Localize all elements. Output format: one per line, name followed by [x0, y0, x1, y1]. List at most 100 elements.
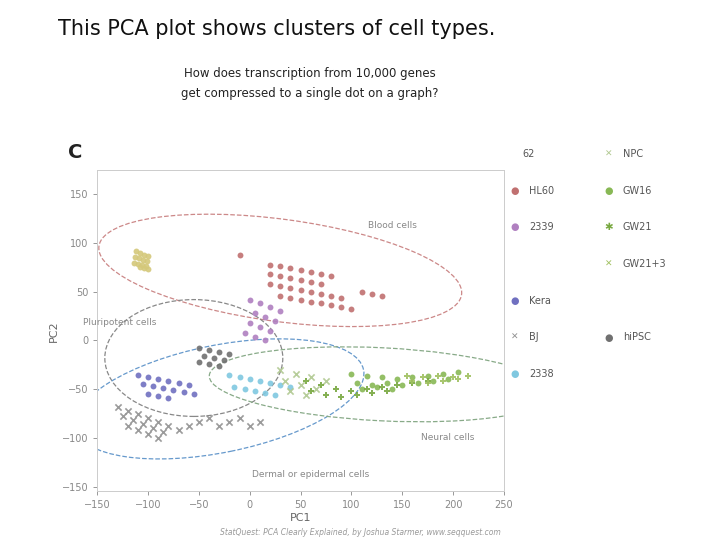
- Point: [214, 361, 225, 370]
- Text: GW21+3: GW21+3: [623, 259, 667, 269]
- Point: [284, 264, 296, 273]
- Point: [229, 383, 240, 391]
- Point: [284, 293, 296, 302]
- Point: [310, 385, 322, 394]
- Text: ✱: ✱: [604, 222, 613, 232]
- Point: [259, 313, 271, 321]
- Point: [244, 295, 256, 304]
- Text: This PCA plot shows clusters of cell types.: This PCA plot shows clusters of cell typ…: [58, 19, 495, 39]
- Point: [193, 344, 204, 353]
- Point: [143, 390, 154, 399]
- Point: [183, 381, 194, 389]
- Point: [239, 385, 251, 394]
- Point: [249, 387, 261, 395]
- Point: [143, 265, 154, 274]
- Text: GW21: GW21: [623, 222, 652, 232]
- Point: [397, 381, 408, 389]
- Point: [346, 369, 357, 378]
- Point: [112, 402, 123, 411]
- Point: [305, 278, 317, 286]
- Point: [203, 414, 215, 423]
- Point: [295, 266, 307, 275]
- Point: [284, 387, 296, 395]
- Point: [188, 390, 199, 399]
- Point: [392, 381, 403, 389]
- Point: [366, 289, 377, 298]
- Text: ✕: ✕: [605, 150, 612, 158]
- Point: [284, 284, 296, 292]
- Point: [203, 346, 215, 355]
- Point: [198, 352, 210, 360]
- Point: [264, 280, 276, 288]
- Point: [193, 418, 204, 427]
- Point: [361, 385, 372, 394]
- Text: How does transcription from 10,000 genes
get compressed to a single dot on a gra: How does transcription from 10,000 genes…: [181, 68, 438, 99]
- Point: [264, 270, 276, 279]
- Point: [208, 354, 220, 362]
- Point: [325, 272, 337, 281]
- Point: [382, 379, 393, 388]
- Text: hiPSC: hiPSC: [623, 333, 651, 342]
- Text: ●: ●: [604, 333, 613, 342]
- Point: [305, 268, 317, 276]
- Text: Neural cells: Neural cells: [421, 433, 474, 442]
- Text: ●: ●: [510, 296, 519, 306]
- Point: [320, 377, 332, 386]
- Point: [148, 382, 159, 390]
- Point: [320, 391, 332, 400]
- Y-axis label: PC2: PC2: [49, 320, 59, 342]
- Point: [402, 371, 413, 380]
- Point: [371, 383, 382, 391]
- Point: [244, 319, 256, 327]
- Point: [153, 418, 164, 427]
- Point: [447, 373, 459, 382]
- Point: [274, 282, 286, 291]
- Point: [138, 420, 149, 429]
- Point: [376, 383, 387, 391]
- Point: [422, 371, 433, 380]
- Point: [122, 406, 133, 415]
- Text: StatQuest: PCA Clearly Explained, by Joshua Starmer, www.seqquest.com: StatQuest: PCA Clearly Explained, by Jos…: [220, 528, 500, 537]
- Point: [224, 418, 235, 427]
- Point: [452, 375, 464, 384]
- Point: [295, 381, 307, 389]
- Point: [356, 287, 367, 296]
- Point: [305, 373, 317, 382]
- Point: [132, 370, 144, 379]
- Point: [178, 388, 189, 396]
- Point: [239, 328, 251, 337]
- Point: [452, 367, 464, 376]
- Point: [163, 394, 174, 402]
- Point: [361, 371, 372, 380]
- Point: [387, 385, 398, 394]
- Point: [295, 276, 307, 285]
- Point: [274, 307, 286, 315]
- Point: [259, 389, 271, 397]
- Point: [143, 414, 154, 423]
- Point: [214, 422, 225, 430]
- Point: [136, 260, 148, 269]
- Point: [305, 387, 317, 395]
- Point: [315, 299, 327, 308]
- Point: [214, 348, 225, 356]
- Point: [128, 258, 140, 267]
- Point: [254, 299, 266, 308]
- Point: [274, 292, 286, 300]
- Point: [356, 385, 367, 394]
- Point: [407, 379, 418, 388]
- Text: ✕: ✕: [511, 333, 518, 342]
- Point: [249, 332, 261, 341]
- Point: [442, 375, 454, 384]
- Point: [315, 381, 327, 389]
- Point: [366, 389, 377, 397]
- Point: [141, 256, 153, 265]
- Point: [224, 370, 235, 379]
- Text: GW16: GW16: [623, 186, 652, 195]
- Text: ●: ●: [510, 369, 519, 379]
- Point: [289, 369, 301, 378]
- Point: [422, 377, 433, 386]
- Point: [127, 416, 138, 424]
- Point: [422, 379, 433, 388]
- Point: [274, 381, 286, 389]
- Point: [269, 391, 281, 400]
